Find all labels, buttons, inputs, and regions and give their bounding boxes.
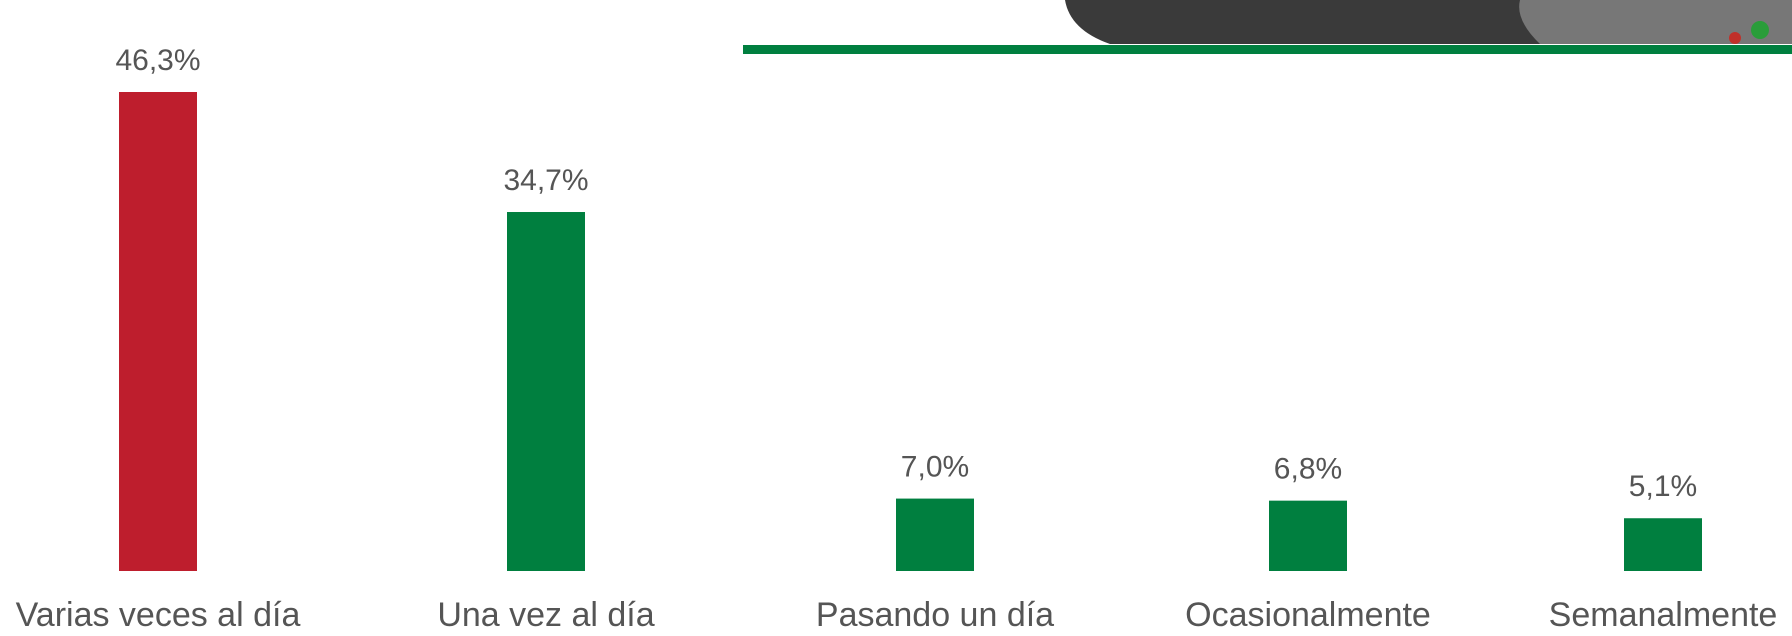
category-label: Semanalmente bbox=[1549, 596, 1778, 634]
category-label: Varias veces al día bbox=[16, 596, 301, 634]
bar bbox=[507, 212, 585, 571]
value-label: 46,3% bbox=[115, 44, 200, 77]
photo-fragment bbox=[1729, 32, 1741, 44]
value-label: 5,1% bbox=[1629, 470, 1697, 503]
category-label: Una vez al día bbox=[437, 596, 654, 634]
category-label: Pasando un día bbox=[816, 596, 1054, 634]
value-label: 7,0% bbox=[901, 451, 969, 484]
bar bbox=[896, 498, 974, 571]
bar bbox=[1269, 500, 1347, 571]
category-label: Ocasionalmente bbox=[1185, 596, 1431, 634]
photo-fragment bbox=[1751, 21, 1769, 39]
value-label: 6,8% bbox=[1274, 453, 1342, 486]
bar bbox=[1624, 518, 1702, 571]
photo-fragment bbox=[1519, 0, 1792, 44]
bar bbox=[119, 92, 197, 571]
value-label: 34,7% bbox=[503, 164, 588, 197]
divider-line bbox=[743, 45, 1792, 54]
